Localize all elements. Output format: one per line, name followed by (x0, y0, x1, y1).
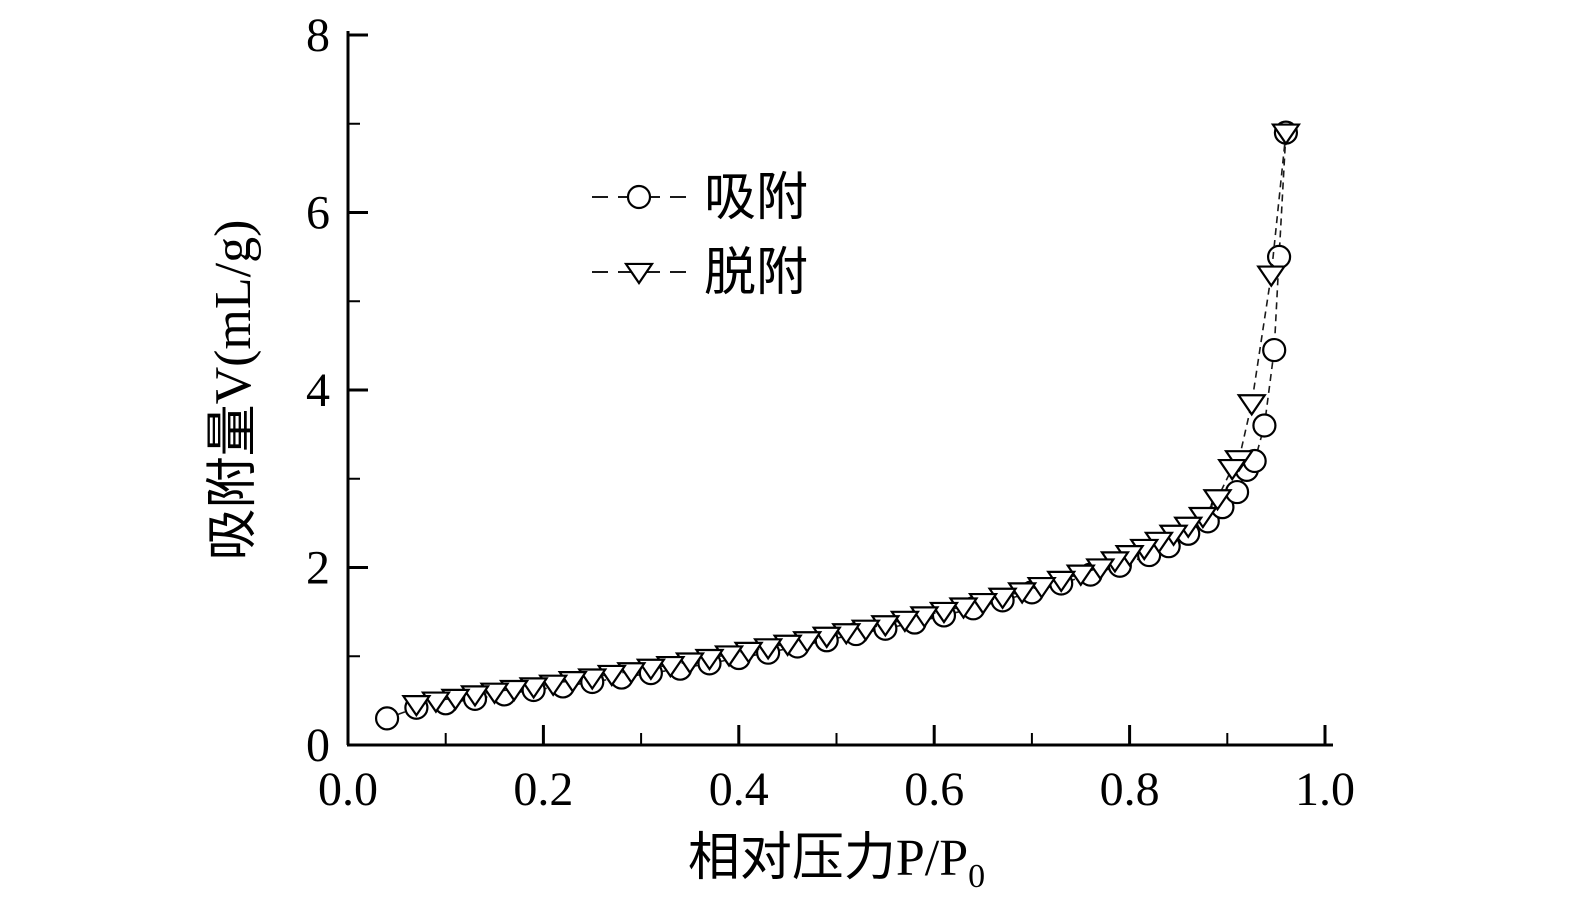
marker-脱附 (1046, 570, 1077, 593)
marker-脱附 (538, 674, 569, 697)
marker-脱附 (1065, 564, 1096, 587)
marker-脱附 (499, 679, 530, 703)
x-tick-label: 0.6 (904, 763, 964, 816)
marker-脱附 (1256, 265, 1287, 288)
legend-marker-吸附 (626, 184, 652, 210)
marker-脱附 (440, 688, 471, 711)
marker-脱附 (1217, 458, 1248, 482)
y-tick-label: 4 (306, 364, 330, 417)
legend-label-吸附: 吸附 (704, 170, 808, 227)
marker-吸附 (1266, 244, 1292, 269)
marker-吸附 (1262, 337, 1287, 363)
series-line-脱附 (416, 132, 1287, 705)
x-axis-title: 相对压力P/P0 (688, 830, 985, 895)
legend-marker-脱附 (623, 262, 655, 286)
x-tick-label: 0.4 (709, 763, 769, 816)
marker-脱附 (479, 682, 510, 705)
marker-脱附 (1085, 558, 1116, 581)
marker-吸附 (374, 706, 400, 731)
y-tick-label: 8 (306, 9, 330, 62)
marker-脱附 (518, 677, 549, 700)
legend-label-脱附: 脱附 (704, 245, 808, 302)
marker-脱附 (577, 668, 608, 691)
y-tick-label: 2 (306, 542, 330, 595)
x-tick-label: 0.8 (1100, 763, 1160, 816)
marker-脱附 (616, 662, 647, 685)
x-tick-label: 0.2 (513, 763, 573, 816)
marker-脱附 (655, 655, 686, 679)
y-axis-title: 吸附量V(mL/g) (205, 220, 262, 561)
y-tick-label: 6 (306, 187, 330, 240)
marker-脱附 (401, 695, 432, 718)
marker-脱附 (1236, 394, 1267, 417)
x-tick-label: 0.0 (318, 763, 378, 816)
marker-吸附 (1252, 413, 1277, 438)
y-tick-label: 0 (306, 719, 330, 772)
marker-脱附 (1270, 123, 1301, 146)
x-tick-label: 1.0 (1295, 763, 1355, 816)
marker-脱附 (1202, 489, 1233, 512)
